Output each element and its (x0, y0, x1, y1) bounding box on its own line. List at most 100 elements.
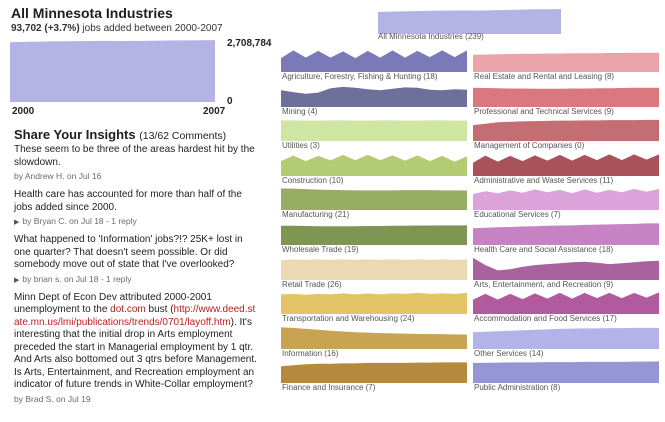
industry-chart[interactable]: Agriculture, Forestry, Fishing & Hunting… (281, 48, 467, 82)
comment-item: Health care has accounted for more than … (14, 189, 260, 226)
comment-text-part: ). It's interesting that the initial dro… (14, 316, 257, 391)
reply-link[interactable]: 1 reply (106, 273, 132, 284)
industry-area-series (473, 361, 659, 384)
jobs-change-value: 93,702 (+3.7%) (11, 23, 80, 34)
comment-meta-row: ▶ by Bryan C. on Jul 18 - 1 reply (14, 216, 260, 226)
comment-meta-row: ▶ by brian s. on Jul 18 - 1 reply (14, 274, 260, 284)
industry-chart[interactable]: Health Care and Social Assistance (18) (473, 221, 659, 255)
industry-chart[interactable]: Wholesale Trade (19) (281, 221, 467, 255)
industry-chart[interactable]: Manufacturing (21) (281, 186, 467, 220)
overview-sparkline[interactable] (378, 8, 561, 42)
comment-text: What happened to 'Information' jobs?!? 2… (14, 234, 243, 270)
industry-chart[interactable]: Educational Services (7) (473, 186, 659, 220)
comment-text: Minn Dept of Econ Dev attributed 2000-20… (14, 292, 260, 392)
industry-area-series (473, 154, 659, 176)
industry-sparkline (473, 154, 659, 176)
industry-chart[interactable]: Information (16) (281, 325, 467, 359)
industry-sparkline (281, 327, 467, 349)
industry-label: Accommodation and Food Services (17) (474, 314, 617, 324)
industry-label: Other Services (14) (474, 348, 544, 358)
comment-text-part: Minn Dept of Econ Dev attributed 2000-20… (14, 291, 212, 316)
industry-chart[interactable]: Administrative and Waste Services (11) (473, 152, 659, 186)
reply-expand-icon[interactable]: ▶ (14, 219, 20, 226)
url-link[interactable]: http://www.deed.state.mn.us/lmi/publicat… (14, 304, 256, 328)
industry-sparkline (473, 292, 659, 315)
industry-chart[interactable]: Accommodation and Food Services (17) (473, 290, 659, 324)
industry-chart[interactable]: Finance and Insurance (7) (281, 359, 467, 393)
industry-sparkline (281, 154, 467, 176)
industry-sparkline (473, 361, 659, 384)
industry-sparkline (281, 293, 467, 315)
y-tick-label-max: 2,708,784 (227, 38, 272, 49)
industry-area-series (281, 86, 467, 107)
industry-area-series (473, 120, 659, 142)
industry-sparkline (281, 258, 467, 280)
insights-heading: Share Your Insights (13/62 Comments) (14, 127, 226, 142)
overview-label[interactable]: All Minnesota Industries (239) (378, 32, 484, 41)
industry-chart[interactable]: Arts, Entertainment, and Recreation (9) (473, 256, 659, 290)
industry-sparkline (281, 120, 467, 142)
industry-area-series (281, 120, 467, 142)
jobs-summary: 93,702 (+3.7%) jobs added between 2000-2… (11, 23, 223, 34)
industry-area-series (281, 327, 467, 349)
industry-label: Health Care and Social Assistance (18) (474, 245, 614, 254)
industry-area-series (473, 189, 659, 211)
industry-area-series (281, 154, 467, 176)
comment-item: What happened to 'Information' jobs?!? 2… (14, 234, 260, 284)
industry-sparkline (473, 52, 659, 72)
industry-label: Information (16) (282, 348, 339, 358)
page-title: All Minnesota Industries (11, 5, 173, 21)
main-area-series (10, 40, 215, 102)
industry-chart[interactable]: Management of Companies (0) (473, 117, 659, 151)
industry-sparkline (473, 257, 659, 280)
comment-text: Health care has accounted for more than … (14, 189, 242, 213)
industry-area-series (473, 327, 659, 349)
industry-chart[interactable]: Retail Trade (26) (281, 256, 467, 290)
industry-chart[interactable]: Mining (4) (281, 83, 467, 117)
industry-chart[interactable]: Public Administration (8) (473, 359, 659, 393)
comment-item: Minn Dept of Econ Dev attributed 2000-20… (14, 292, 260, 404)
reply-expand-icon[interactable]: ▶ (14, 276, 20, 284)
industry-sparkline (473, 223, 659, 245)
comment-meta: by Bryan C. on Jul 18 - (22, 216, 109, 226)
comment-count: (13/62 Comments) (139, 130, 227, 142)
comment-text-part: bust ( (145, 304, 174, 315)
main-area-chart[interactable]: 2000 2007 2,708,784 0 (10, 36, 272, 118)
industry-label: Construction (10) (282, 175, 344, 185)
industry-label: Arts, Entertainment, and Recreation (9) (474, 279, 614, 289)
dotcom-link[interactable]: dot.com (110, 304, 146, 315)
industry-chart[interactable]: Transportation and Warehousing (24) (281, 290, 467, 324)
industry-area-series (281, 225, 467, 245)
industry-area-series (473, 257, 659, 280)
industry-area-series (281, 293, 467, 315)
jobs-change-suffix: jobs added between 2000-2007 (82, 23, 223, 34)
reply-link[interactable]: 1 reply (111, 216, 137, 226)
industry-area-series (281, 188, 467, 211)
industry-chart[interactable]: Construction (10) (281, 152, 467, 186)
industry-label: Retail Trade (26) (282, 279, 342, 289)
industry-label: Real Estate and Rental and Leasing (8) (474, 72, 615, 81)
industry-area-series (473, 52, 659, 72)
industry-label: Agriculture, Forestry, Fishing & Hunting… (282, 72, 438, 81)
industry-chart[interactable]: Utilities (3) (281, 117, 467, 151)
industry-sparkline (473, 189, 659, 211)
industry-area-series (281, 362, 467, 384)
industry-area-series (281, 258, 467, 280)
industry-chart[interactable]: Other Services (14) (473, 325, 659, 359)
x-tick-label-end: 2007 (203, 106, 226, 117)
industry-chart[interactable]: Professional and Technical Services (9) (473, 83, 659, 117)
industry-sparkline (281, 188, 467, 211)
industry-sparkline (473, 87, 659, 107)
industry-sparkline (281, 86, 467, 107)
industry-area-series (473, 87, 659, 107)
comment-meta: by brian s. on Jul 18 - (22, 273, 104, 284)
industry-chart[interactable]: Real Estate and Rental and Leasing (8) (473, 48, 659, 82)
industry-label: Public Administration (8) (474, 383, 561, 393)
industry-sparkline (473, 327, 659, 349)
industry-label: Professional and Technical Services (9) (474, 106, 614, 116)
industry-label: Administrative and Waste Services (11) (474, 175, 614, 185)
industry-label: Management of Companies (0) (474, 141, 585, 151)
y-tick-label-min: 0 (227, 96, 233, 107)
overview-area-series (378, 9, 561, 34)
industry-label: Finance and Insurance (7) (282, 383, 376, 393)
